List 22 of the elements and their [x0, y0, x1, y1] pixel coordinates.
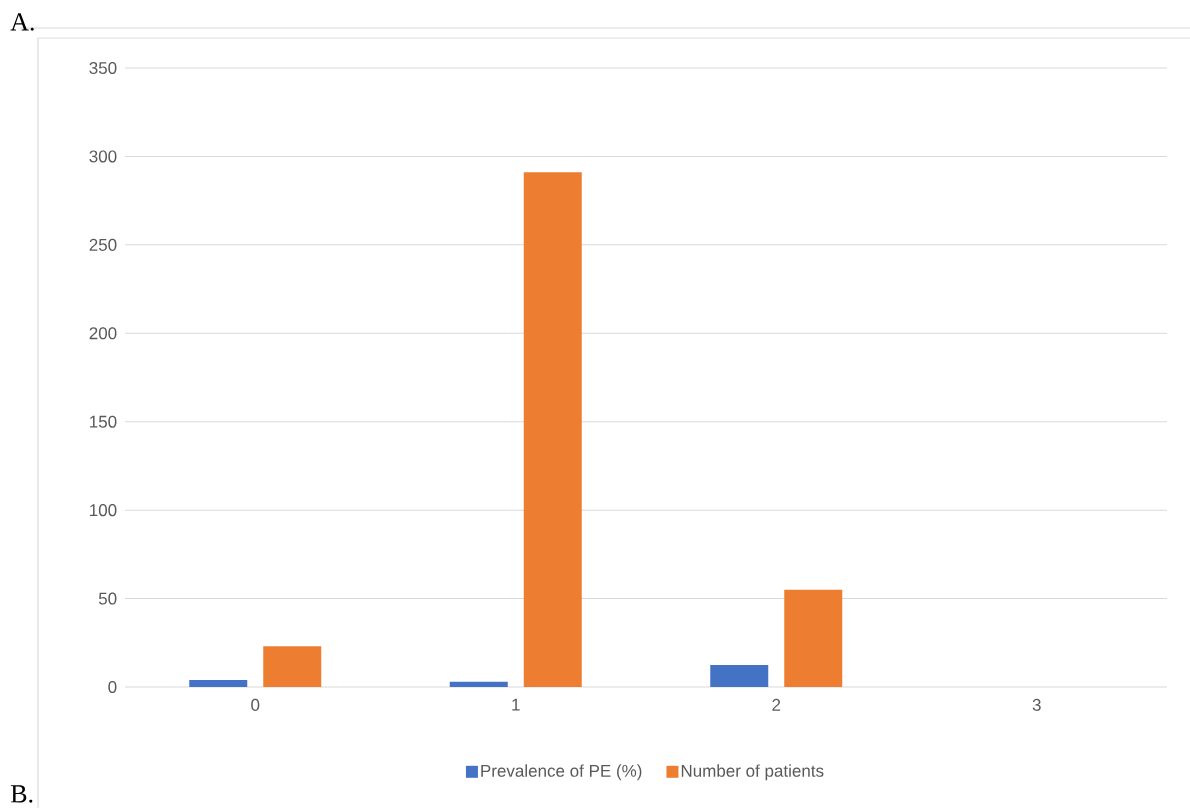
y-tick-label: 150	[90, 415, 117, 428]
y-tick-label: 250	[89, 238, 117, 251]
x-tick-label: 2	[772, 698, 781, 711]
x-tick-label: 0	[251, 698, 260, 711]
bar	[449, 681, 508, 687]
y-tick-label: 50	[98, 592, 117, 605]
y-tick-label: 0	[108, 680, 117, 694]
bar	[189, 679, 248, 687]
text: A.	[10, 13, 34, 31]
legend-label: Number of patients	[681, 764, 824, 781]
x-tick-label: 1	[512, 698, 520, 711]
text: B.	[10, 785, 33, 803]
bar	[523, 172, 582, 687]
y-tick-label: 350	[89, 61, 117, 75]
y-tick-label: 300	[89, 150, 117, 163]
y-tick-label: 100	[90, 504, 117, 517]
x-tick-label: 3	[1032, 698, 1041, 711]
y-tick-label: 200	[89, 327, 117, 340]
legend-label: Prevalence of PE (%)	[481, 764, 642, 781]
bar	[784, 589, 843, 687]
bar	[263, 646, 322, 687]
bar	[710, 664, 769, 687]
